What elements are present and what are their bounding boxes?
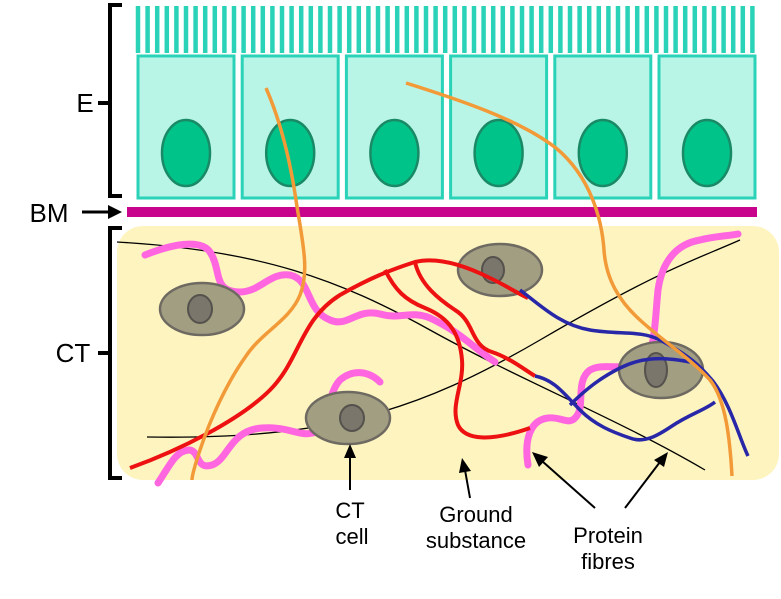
epithelial-nucleus [160,118,212,188]
epithelial-cell [240,54,340,200]
red-fibre [129,258,529,470]
ct-cell-arrow [344,444,356,490]
thin-fibre [116,241,706,471]
microvilli [135,6,755,53]
ct-cell-label-line1: CT [335,498,364,523]
basement-membrane-label: BM [30,198,69,228]
basement-membrane-arrow [82,205,122,219]
connective-tissue-bracket [98,226,122,480]
orange-fibre [190,87,307,481]
blue-fibre [518,288,750,457]
epithelial-nucleus [473,118,524,188]
ground-substance-label-line1: Ground [439,502,512,527]
epithelial-nucleus [577,118,629,188]
pink-fibre [141,240,499,366]
red-fibre [413,261,537,378]
protein-fibres-label-line2: fibres [581,549,635,574]
epithelial-cell [553,54,653,200]
epithelium-label: E [76,88,93,118]
ct-cell [158,281,246,337]
epithelial-cell [449,54,549,200]
epithelial-cell [344,54,444,200]
epithelial-cell [657,54,757,200]
red-fibre [383,269,531,440]
ct-cell [617,340,705,400]
orange-fibre [405,81,734,477]
epithelial-cell [136,54,236,200]
epithelial-cell-layer [136,54,757,200]
ct-cell [456,242,544,298]
pink-fibre [154,369,384,487]
epithelial-nucleus [264,118,316,188]
epithelial-nucleus [369,118,420,188]
ct-cell-label-line2: cell [335,524,368,549]
epithelium-bracket [98,3,122,198]
connective-tissue-label: CT [56,338,91,368]
protein-fibres-arrow [624,452,668,509]
protein-fibres-label-line1: Protein [573,523,643,548]
blue-fibre [568,356,691,407]
basement-membrane [127,207,757,217]
ground-substance-label-line2: substance [426,528,526,553]
blue-fibre [534,374,717,442]
epithelial-nucleus [681,118,733,188]
protein-fibres-arrow [532,452,596,509]
ct-cell [304,390,392,446]
ground-substance-arrow [459,458,471,499]
